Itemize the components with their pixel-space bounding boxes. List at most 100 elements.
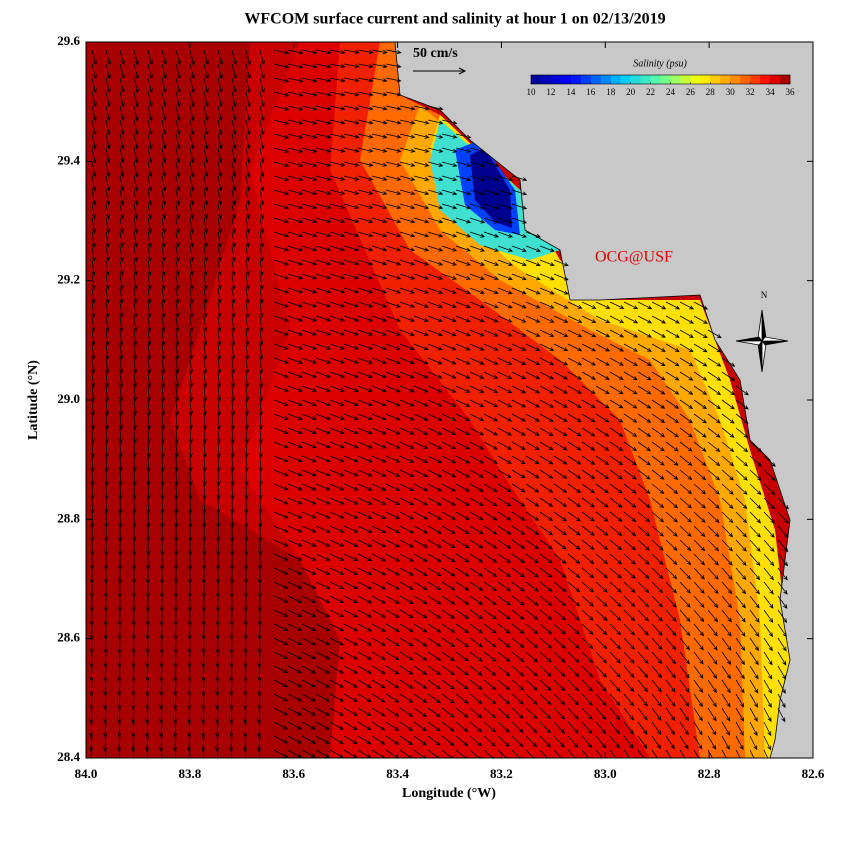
current-arrow bbox=[525, 469, 540, 479]
current-arrow bbox=[413, 469, 429, 478]
current-arrow bbox=[146, 399, 152, 416]
current-arrow bbox=[427, 259, 444, 266]
current-arrow bbox=[553, 273, 569, 281]
current-arrow bbox=[273, 357, 290, 364]
current-arrow bbox=[315, 161, 332, 167]
current-arrow bbox=[763, 581, 774, 595]
current-arrow bbox=[511, 371, 527, 380]
current-arrow bbox=[117, 665, 122, 682]
current-arrow bbox=[385, 539, 401, 548]
current-arrow bbox=[371, 287, 388, 294]
current-arrow bbox=[133, 301, 138, 318]
current-arrow bbox=[189, 259, 194, 276]
current-arrow bbox=[637, 469, 651, 480]
current-arrow bbox=[525, 385, 541, 394]
current-arrow bbox=[441, 595, 456, 605]
current-arrow bbox=[91, 385, 96, 402]
current-arrow bbox=[623, 609, 636, 622]
current-arrow bbox=[119, 385, 124, 402]
current-arrow bbox=[651, 567, 664, 580]
current-arrow bbox=[105, 161, 111, 178]
current-arrow bbox=[483, 231, 500, 238]
current-arrow bbox=[147, 133, 153, 150]
current-arrow bbox=[315, 679, 331, 688]
current-arrow bbox=[693, 749, 700, 758]
current-arrow bbox=[749, 497, 762, 510]
current-arrow bbox=[301, 175, 318, 181]
current-arrow bbox=[595, 315, 611, 324]
current-arrow bbox=[749, 693, 758, 708]
current-arrow bbox=[455, 581, 470, 591]
current-arrow bbox=[343, 441, 359, 449]
current-arrow bbox=[203, 77, 209, 94]
current-arrow bbox=[105, 343, 110, 360]
current-arrow bbox=[161, 49, 167, 66]
current-arrow bbox=[735, 707, 744, 722]
current-arrow bbox=[693, 623, 705, 637]
current-arrow bbox=[159, 707, 164, 724]
current-arrow bbox=[455, 189, 472, 196]
current-arrow bbox=[511, 707, 524, 719]
current-arrow bbox=[595, 595, 608, 607]
current-arrow bbox=[763, 679, 773, 694]
current-arrow bbox=[245, 273, 250, 290]
current-arrow bbox=[427, 679, 442, 690]
current-arrow bbox=[301, 469, 317, 477]
current-arrow bbox=[301, 483, 317, 491]
current-arrow bbox=[497, 357, 513, 365]
current-arrow bbox=[147, 371, 152, 388]
current-arrow bbox=[567, 399, 582, 408]
current-arrow bbox=[287, 637, 303, 645]
current-arrow bbox=[567, 483, 582, 494]
current-arrow bbox=[581, 707, 593, 720]
current-arrow bbox=[147, 49, 153, 66]
colorbar-cell bbox=[720, 75, 731, 84]
current-arrow bbox=[357, 203, 374, 210]
current-arrow bbox=[132, 497, 137, 514]
colorbar-cell bbox=[690, 75, 701, 84]
current-arrow bbox=[146, 749, 149, 758]
current-arrow bbox=[259, 343, 264, 360]
current-arrow bbox=[609, 581, 622, 593]
current-arrow bbox=[187, 651, 192, 668]
colorbar-cell bbox=[560, 75, 572, 84]
current-arrow bbox=[427, 455, 443, 464]
current-arrow bbox=[455, 693, 469, 704]
current-arrow bbox=[371, 413, 387, 421]
current-arrow bbox=[217, 161, 223, 178]
current-arrow bbox=[427, 581, 442, 591]
current-arrow bbox=[735, 637, 746, 651]
current-arrow bbox=[469, 217, 486, 224]
current-arrow bbox=[623, 623, 636, 636]
current-arrow bbox=[131, 665, 136, 682]
current-arrow bbox=[413, 427, 429, 435]
current-arrow bbox=[455, 175, 472, 182]
current-arrow bbox=[357, 455, 373, 463]
current-arrow bbox=[315, 441, 331, 449]
current-arrow bbox=[273, 273, 290, 280]
current-arrow bbox=[287, 623, 303, 631]
current-arrow bbox=[315, 721, 330, 730]
current-arrow bbox=[189, 119, 195, 136]
current-arrow bbox=[567, 749, 578, 758]
colorbar-cell bbox=[670, 75, 681, 84]
current-arrow bbox=[245, 259, 250, 276]
current-arrow bbox=[693, 371, 708, 381]
current-arrow bbox=[399, 511, 415, 520]
current-arrow bbox=[483, 707, 497, 719]
current-arrow bbox=[511, 749, 523, 758]
current-arrow bbox=[174, 469, 179, 486]
current-arrow bbox=[763, 539, 775, 553]
current-arrow bbox=[91, 203, 97, 220]
current-arrow bbox=[105, 385, 110, 402]
current-arrow bbox=[257, 707, 262, 724]
current-arrow bbox=[637, 609, 650, 622]
current-arrow bbox=[91, 119, 97, 136]
current-arrow bbox=[749, 721, 758, 737]
current-arrow bbox=[133, 231, 138, 248]
current-arrow bbox=[483, 595, 497, 606]
current-arrow bbox=[749, 553, 761, 567]
current-arrow bbox=[469, 497, 484, 507]
current-arrow bbox=[287, 497, 303, 505]
current-arrow bbox=[215, 679, 220, 696]
